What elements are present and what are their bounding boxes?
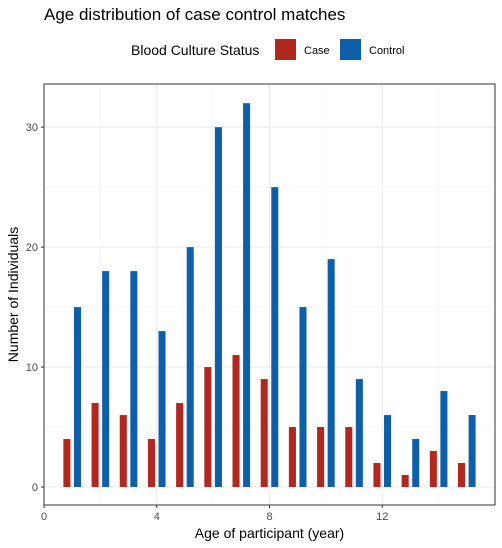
bar-case-age-6 bbox=[204, 367, 212, 488]
bar-control-age-13 bbox=[412, 439, 420, 488]
y-tick-label: 10 bbox=[26, 362, 38, 374]
bar-control-age-5 bbox=[186, 247, 194, 488]
legend-key-case bbox=[275, 39, 296, 60]
bar-case-age-5 bbox=[176, 403, 184, 488]
axis-ticks: 0 10 20 30 0 4 8 12 bbox=[26, 122, 389, 523]
y-tick-label: 20 bbox=[26, 242, 38, 254]
x-axis-title: Age of participant (year) bbox=[195, 525, 344, 541]
bar-control-age-10 bbox=[327, 259, 335, 488]
bar-case-age-3 bbox=[119, 415, 127, 488]
bar-control-age-7 bbox=[243, 103, 251, 488]
bar-case-age-7 bbox=[232, 355, 240, 488]
bar-control-age-2 bbox=[102, 271, 110, 488]
bar-case-age-2 bbox=[91, 403, 99, 488]
bar-case-age-12 bbox=[373, 463, 381, 488]
legend-label-case: Case bbox=[304, 45, 330, 57]
x-tick-label: 4 bbox=[154, 511, 160, 523]
bar-case-age-9 bbox=[288, 427, 296, 488]
y-tick-label: 0 bbox=[32, 482, 38, 494]
x-tick-label: 8 bbox=[266, 511, 272, 523]
bar-case-age-11 bbox=[345, 427, 353, 488]
bar-control-age-6 bbox=[214, 127, 222, 488]
bar-case-age-1 bbox=[63, 439, 71, 488]
bar-case-age-15 bbox=[458, 463, 466, 488]
bar-control-age-15 bbox=[468, 415, 476, 488]
bar-case-age-10 bbox=[317, 427, 325, 488]
bar-control-age-11 bbox=[355, 379, 363, 488]
bar-control-age-4 bbox=[158, 331, 166, 488]
bar-case-age-8 bbox=[260, 379, 268, 488]
bar-case-age-14 bbox=[429, 451, 437, 488]
legend-label-control: Control bbox=[369, 45, 404, 57]
bars bbox=[63, 103, 476, 488]
legend-title: Blood Culture Status bbox=[131, 42, 259, 58]
plot-area bbox=[43, 84, 495, 505]
x-tick-label: 12 bbox=[376, 511, 388, 523]
bar-control-age-1 bbox=[73, 307, 81, 488]
bar-control-age-3 bbox=[130, 271, 138, 488]
bar-case-age-13 bbox=[401, 475, 409, 488]
legend-key-control bbox=[340, 39, 361, 60]
bar-control-age-9 bbox=[299, 307, 307, 488]
chart-title: Age distribution of case control matches bbox=[44, 5, 345, 24]
legend: Blood Culture Status Case Control bbox=[131, 39, 404, 60]
bar-control-age-14 bbox=[440, 391, 448, 488]
bar-control-age-12 bbox=[384, 415, 392, 488]
bar-case-age-4 bbox=[147, 439, 155, 488]
y-axis-title: Number of Individuals bbox=[5, 227, 21, 362]
x-tick-label: 0 bbox=[41, 511, 47, 523]
bar-control-age-8 bbox=[271, 187, 279, 488]
y-tick-label: 30 bbox=[26, 122, 38, 134]
